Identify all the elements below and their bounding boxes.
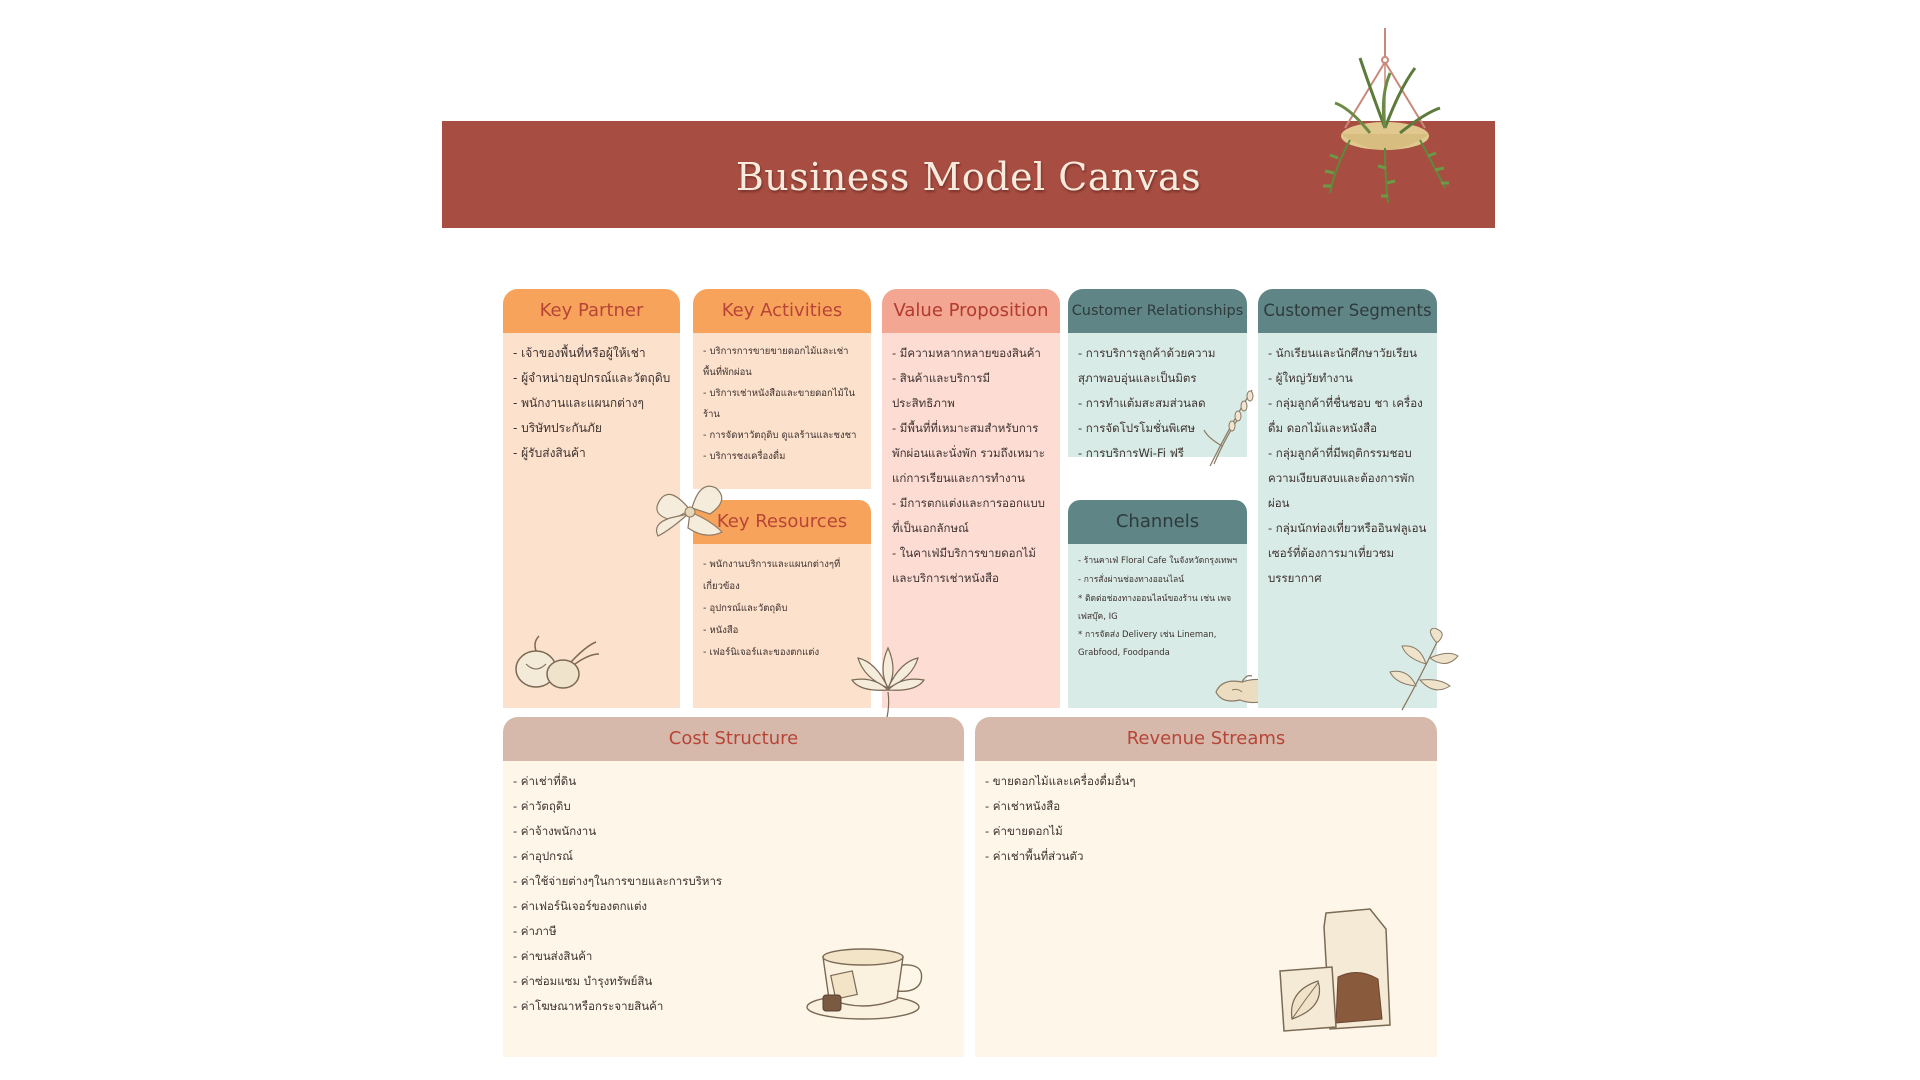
tea-bag-icon: [1279, 908, 1391, 1032]
customer-relationships-list: - การบริการลูกค้าด้วยความสุภาพอบอุ่นและเ…: [1078, 341, 1239, 457]
key-resources-list: - พนักงานบริการและแผนกต่างๆที่เกี่ยวข้อง…: [703, 554, 863, 664]
list-item: - การสั่งผ่านช่องทางออนไลน์: [1078, 575, 1185, 585]
customer-segments-list: - นักเรียนและนักศึกษาวัยเรียน - ผู้ใหญ่ว…: [1268, 341, 1429, 591]
list-item: - การทำแต้มสะสมส่วนลด: [1078, 396, 1206, 410]
cost-structure-block: Cost Structure - ค่าเช่าที่ดิน - ค่าวัตถ…: [503, 717, 964, 1057]
list-item: - ค่าขายดอกไม้: [985, 824, 1063, 838]
channels-heading: Channels: [1068, 500, 1247, 544]
key-resources-heading: Key Resources: [693, 500, 871, 544]
list-item: - ค่าซ่อมแซม บำรุงทรัพย์สิน: [513, 974, 653, 988]
list-item: - ค่าเช่าที่ดิน: [513, 774, 577, 788]
tea-cup-icon: [806, 948, 923, 1020]
list-item: - อุปกรณ์และวัตถุดิบ: [703, 603, 788, 614]
customer-segments-heading: Customer Segments: [1258, 289, 1437, 333]
title-banner: Business Model Canvas: [442, 121, 1495, 228]
value-proposition-heading: Value Proposition: [882, 289, 1060, 333]
list-item: - ค่าอุปกรณ์: [513, 849, 573, 863]
revenue-streams-block: Revenue Streams - ขายดอกไม้และเครื่องดื่…: [975, 717, 1437, 1057]
list-item: - การบริการWi-Fi ฟรี: [1078, 446, 1184, 457]
list-item: - การจัดโปรโมชั่นพิเศษ: [1078, 421, 1196, 435]
list-item: - กลุ่มลูกค้าที่มีพฤติกรรมชอบความเงียบสง…: [1268, 446, 1415, 510]
list-item: * การจัดส่ง Delivery เช่น Lineman, Grabf…: [1078, 630, 1217, 658]
list-item: * ติดต่อช่องทางออนไลน์ของร้าน เช่น เพจเฟ…: [1078, 594, 1232, 622]
list-item: - ในคาเฟ่มีบริการขายดอกไม้และบริการเช่าห…: [892, 546, 1036, 585]
revenue-streams-heading: Revenue Streams: [975, 717, 1437, 761]
customer-relationships-heading: Customer Relationships: [1068, 289, 1247, 333]
list-item: - กลุ่มลูกค้าที่ชื่นชอบ ชา เครื่องดื่ม ด…: [1268, 396, 1423, 435]
value-proposition-block: Value Proposition - มีความหลากหลายของสิน…: [882, 289, 1060, 708]
key-partner-list: - เจ้าของพื้นที่หรือผู้ให้เช่า - ผู้จำหน…: [513, 341, 672, 466]
list-item: - หนังสือ: [703, 625, 739, 636]
revenue-streams-list: - ขายดอกไม้และเครื่องดื่มอื่นๆ - ค่าเช่า…: [985, 769, 1429, 869]
list-item: - เจ้าของพื้นที่หรือผู้ให้เช่า: [513, 346, 646, 360]
list-item: - ค่าเช่าพื้นที่ส่วนตัว: [985, 849, 1084, 863]
key-partner-block: Key Partner - เจ้าของพื้นที่หรือผู้ให้เช…: [503, 289, 680, 708]
list-item: - มีพื้นที่ที่เหมาะสมสำหรับการพักผ่อนและ…: [892, 421, 1045, 485]
list-item: - ค่าวัตถุดิบ: [513, 799, 571, 813]
garlic-onion-icon: [515, 635, 600, 689]
list-item: - ค่าโฆษณาหรือกระจายสินค้า: [513, 999, 664, 1013]
list-item: - มีความหลากหลายของสินค้า: [892, 346, 1041, 360]
value-proposition-list: - มีความหลากหลายของสินค้า - สินค้าและบริ…: [892, 341, 1052, 591]
list-item: - พนักงานบริการและแผนกต่างๆที่เกี่ยวข้อง: [703, 559, 841, 592]
list-item: - ผู้รับส่งสินค้า: [513, 446, 586, 460]
leaf-branch-icon: [1389, 628, 1459, 711]
list-item: - การจัดหาวัตถุดิบ ดูแลร้านและชงชา: [703, 430, 857, 441]
customer-relationships-block: Customer Relationships - การบริการลูกค้า…: [1068, 289, 1247, 457]
cost-structure-heading: Cost Structure: [503, 717, 964, 761]
hanging-plant-icon: [1323, 28, 1449, 204]
list-item: - บริการชงเครื่องดื่ม: [703, 451, 786, 462]
channels-list: - ร้านคาเฟ่ Floral Cafe ในจังหวัดกรุงเทพ…: [1078, 552, 1239, 662]
list-item: - นักเรียนและนักศึกษาวัยเรียน: [1268, 346, 1418, 360]
list-item: - ค่าจ้างพนักงาน: [513, 824, 597, 838]
list-item: - ค่าใช้จ่ายต่างๆในการขายและการบริหาร: [513, 874, 723, 888]
cost-structure-list: - ค่าเช่าที่ดิน - ค่าวัตถุดิบ - ค่าจ้างพ…: [513, 769, 956, 1019]
key-activities-block: Key Activities - บริการการขายขายดอกไม้แล…: [693, 289, 871, 489]
list-item: - กลุ่มนักท่องเที่ยวหรืออินฟลูเอนเซอร์ที…: [1268, 521, 1427, 585]
list-item: - ผู้จำหน่ายอุปกรณ์และวัตถุดิบ: [513, 371, 671, 385]
list-item: - ค่าเช่าหนังสือ: [985, 799, 1061, 813]
page-title: Business Model Canvas: [735, 155, 1202, 199]
channels-block: Channels - ร้านคาเฟ่ Floral Cafe ในจังหว…: [1068, 500, 1247, 708]
lotus-flower-icon: [850, 646, 926, 723]
hibiscus-flower-icon: [655, 485, 724, 537]
list-item: - เฟอร์นิเจอร์และของตกแต่ง: [703, 647, 820, 658]
list-item: - บริการเช่าหนังสือและขายดอกไม้ในร้าน: [703, 388, 855, 420]
list-item: - การบริการลูกค้าด้วยความสุภาพอบอุ่นและเ…: [1078, 346, 1216, 385]
customer-segments-block: Customer Segments - นักเรียนและนักศึกษาว…: [1258, 289, 1437, 708]
list-item: - พนักงานและแผนกต่างๆ: [513, 396, 644, 410]
key-activities-list: - บริการการขายขายดอกไม้และเช่าพื้นที่พัก…: [703, 341, 863, 467]
lavender-sprig-icon: [1203, 389, 1254, 467]
list-item: - ผู้ใหญ่วัยทำงาน: [1268, 371, 1353, 385]
list-item: - ขายดอกไม้และเครื่องดื่มอื่นๆ: [985, 774, 1136, 788]
list-item: - สินค้าและบริการมีประสิทธิภาพ: [892, 371, 991, 410]
key-resources-block: Key Resources - พนักงานบริการและแผนกต่าง…: [693, 500, 871, 708]
list-item: - ค่าเฟอร์นิเจอร์ของตกแต่ง: [513, 899, 648, 913]
list-item: - บริการการขายขายดอกไม้และเช่าพื้นที่พัก…: [703, 346, 849, 378]
list-item: - ค่าขนส่งสินค้า: [513, 949, 593, 963]
list-item: - มีการตกแต่งและการออกแบบที่เป็นเอกลักษณ…: [892, 496, 1045, 535]
key-activities-heading: Key Activities: [693, 289, 871, 333]
list-item: - ร้านคาเฟ่ Floral Cafe ในจังหวัดกรุงเทพ…: [1078, 556, 1238, 566]
key-partner-heading: Key Partner: [503, 289, 680, 333]
list-item: - บริษัทประกันภัย: [513, 421, 602, 435]
list-item: - ค่าภาษี: [513, 924, 557, 938]
